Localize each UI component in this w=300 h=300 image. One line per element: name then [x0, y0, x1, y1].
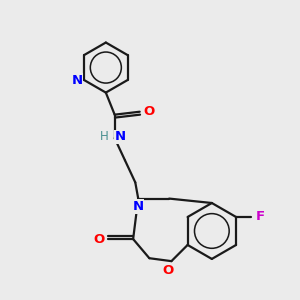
Text: O: O: [93, 232, 104, 246]
Text: N: N: [133, 200, 144, 213]
Text: O: O: [143, 105, 154, 118]
Text: O: O: [162, 263, 173, 277]
Text: N: N: [72, 74, 83, 87]
Text: N: N: [115, 130, 126, 143]
Text: F: F: [256, 211, 265, 224]
Text: H: H: [99, 130, 108, 143]
